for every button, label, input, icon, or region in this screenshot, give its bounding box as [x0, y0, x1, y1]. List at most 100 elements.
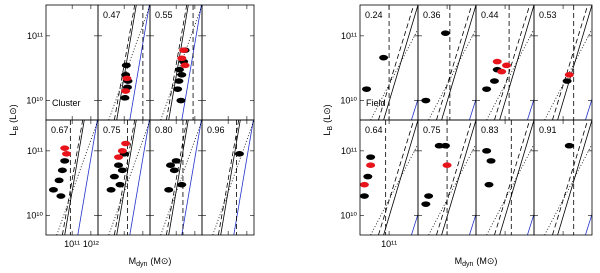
galaxy-point [363, 173, 373, 180]
redshift-label: 0.47 [103, 10, 121, 20]
x-tick-label: 10¹¹ [381, 239, 397, 249]
galaxy-point [169, 167, 179, 174]
panel [544, 120, 592, 235]
redshift-label: 0.91 [539, 125, 557, 135]
relation-line [129, 120, 150, 235]
subscript: dyn [462, 261, 473, 268]
relation-line [486, 143, 534, 235]
redshift-label: 0.67 [51, 125, 69, 135]
galaxy-point [360, 181, 369, 188]
symbol: L [322, 131, 332, 136]
relation-line [499, 120, 534, 235]
relation-line [160, 120, 202, 235]
galaxy-point [177, 181, 187, 188]
y-tick-label: 10¹⁰ [340, 211, 357, 221]
galaxy-point [180, 62, 190, 69]
galaxy-point [121, 62, 131, 69]
galaxy-point [164, 186, 174, 193]
panel [362, 5, 418, 120]
redshift-label: 0.55 [155, 10, 173, 20]
galaxy-point [114, 154, 124, 160]
galaxy-point [492, 58, 502, 65]
panel-frame [45, 119, 99, 236]
x-axis-title: Mdyn (M⊙) [129, 256, 172, 268]
galaxy-point [379, 54, 389, 61]
galaxy-point [117, 167, 127, 174]
panel [106, 120, 150, 235]
panel-frame [201, 4, 255, 121]
galaxy-point [54, 177, 64, 184]
galaxy-point [234, 151, 244, 157]
x-tick-label: 10¹¹ [64, 239, 80, 249]
symbol: L [8, 131, 18, 136]
redshift-label: 0.83 [481, 125, 499, 135]
relation-line [378, 5, 415, 120]
relation-line [557, 5, 592, 120]
galaxy-point [179, 47, 189, 54]
subscript: B [327, 126, 334, 131]
galaxy-point [484, 181, 494, 188]
galaxy-point [62, 151, 72, 157]
relation-line [383, 5, 418, 120]
relation-line [527, 97, 534, 120]
galaxy-point [106, 186, 116, 193]
relation-line [499, 5, 534, 120]
panel [108, 5, 150, 120]
relation-line [428, 28, 476, 120]
galaxy-point [366, 162, 376, 169]
galaxy-point [121, 140, 131, 147]
galaxy-point [421, 97, 431, 104]
panel [160, 120, 202, 235]
galaxy-point [117, 148, 127, 154]
redshift-label: 0.80 [155, 125, 173, 135]
relation-line [494, 120, 531, 235]
galaxy-point [177, 71, 187, 78]
galaxy-point [48, 186, 58, 193]
redshift-label: 0.75 [423, 125, 441, 135]
panel-frame [97, 119, 151, 236]
panel [544, 5, 592, 120]
galaxy-point [489, 78, 499, 84]
panel-frame [149, 119, 203, 236]
panel-frame [97, 4, 151, 121]
redshift-label: 0.64 [365, 125, 383, 135]
relation-line [469, 212, 476, 235]
galaxy-point [497, 68, 507, 75]
galaxy-point [174, 66, 184, 73]
subscript: B [13, 126, 20, 131]
unit: (M⊙) [476, 256, 497, 266]
relation-line [469, 97, 476, 120]
symbol: M [455, 256, 463, 266]
panel [160, 5, 202, 120]
galaxy-point [424, 193, 434, 199]
relation-line [411, 212, 418, 235]
relation-line [168, 5, 189, 120]
panel [48, 120, 98, 235]
x-tick-label: 10¹² [83, 239, 99, 249]
symbol: M [129, 256, 137, 266]
relation-line [233, 120, 254, 235]
relation-line [428, 143, 476, 235]
galaxy-point [56, 193, 66, 199]
galaxy-point [502, 62, 512, 69]
galaxy-point [60, 145, 70, 151]
galaxy-point [174, 78, 184, 84]
galaxy-point [562, 78, 572, 84]
relation-line [544, 143, 592, 235]
relation-line [113, 5, 136, 120]
relation-line [557, 120, 592, 235]
relation-line [552, 120, 589, 235]
x-axis-title: Mdyn (M⊙) [455, 256, 498, 268]
relation-line [585, 212, 592, 235]
relation-line [220, 120, 241, 235]
subscript: dyn [136, 261, 147, 268]
relation-line [441, 120, 476, 235]
galaxy-point [440, 30, 450, 36]
relation-line [486, 28, 534, 120]
redshift-label: 0.24 [365, 10, 383, 20]
relation-line [116, 5, 137, 120]
redshift-label: 0.53 [539, 10, 557, 20]
panel [482, 120, 534, 235]
